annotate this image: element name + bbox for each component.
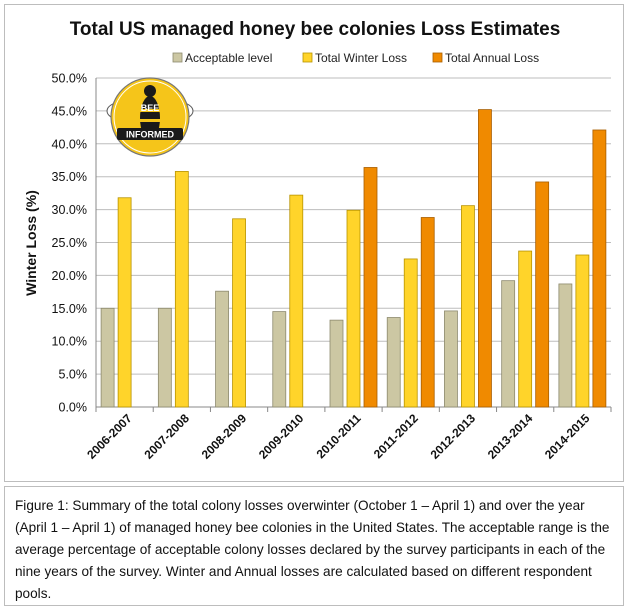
bar-annual-2011-2012 <box>420 217 435 408</box>
logo-banner <box>117 128 183 140</box>
x-tick-label: 2008-2009 <box>199 411 250 462</box>
legend-swatch-annual <box>432 52 443 63</box>
x-tick-label: 2013-2014 <box>485 411 536 462</box>
x-tick-label: 2007-2008 <box>141 411 192 462</box>
logo-text-top: BEE <box>141 103 160 113</box>
bar-acceptable-2007-2008 <box>157 307 172 408</box>
chart-frame: Total US managed honey bee colonies Loss… <box>4 4 624 482</box>
y-tick-label: 50.0% <box>52 72 87 86</box>
y-tick-label: 35.0% <box>52 170 87 184</box>
bar-annual-2013-2014 <box>535 181 550 408</box>
bar-winter-2008-2009 <box>232 218 246 408</box>
bar-acceptable-2009-2010 <box>272 311 287 408</box>
chart: Total US managed honey bee colonies Loss… <box>23 19 612 462</box>
bar-acceptable-2010-2011 <box>329 319 344 408</box>
y-tick-label: 0.0% <box>59 401 88 415</box>
bar-acceptable-2006-2007 <box>100 307 115 408</box>
bar-winter-2007-2008 <box>174 171 189 408</box>
bar-acceptable-2012-2013 <box>444 310 458 408</box>
y-tick-label: 30.0% <box>52 203 87 217</box>
y-tick-label: 20.0% <box>52 269 87 283</box>
legend-label-acceptable: Acceptable level <box>185 51 272 65</box>
x-tick-label: 2006-2007 <box>84 411 135 462</box>
bar-acceptable-2011-2012 <box>386 317 401 408</box>
y-axis-label: Winter Loss (%) <box>23 190 39 296</box>
legend-swatch-acceptable <box>172 52 183 63</box>
logo-bee-head <box>144 85 156 97</box>
y-tick-label: 40.0% <box>52 137 87 151</box>
figure-caption: Figure 1: Summary of the total colony lo… <box>4 486 624 606</box>
y-tick-label: 15.0% <box>52 302 87 316</box>
bar-acceptable-2013-2014 <box>501 280 516 408</box>
bar-winter-2014-2015 <box>575 254 590 408</box>
logo-text-bottom: INFORMED <box>126 130 174 140</box>
x-tick-label: 2011-2012 <box>371 411 421 461</box>
bar-winter-2013-2014 <box>518 250 533 408</box>
y-tick-label: 45.0% <box>52 104 87 118</box>
bee-informed-logo: BEE INFORMED <box>106 77 194 157</box>
y-tick-labels: 0.0% 5.0% 10.0% 15.0% 20.0% 25.0% 30.0% 35.0% 40… <box>52 72 87 415</box>
bar-annual-2012-2013 <box>478 109 492 408</box>
bar-acceptable-2014-2015 <box>558 283 573 408</box>
bar-winter-2009-2010 <box>289 194 304 408</box>
legend: Acceptable level Total Winter Loss Total… <box>172 51 539 65</box>
y-tick-label: 10.0% <box>52 335 87 349</box>
bar-annual-2010-2011 <box>363 167 378 408</box>
bars <box>100 109 607 408</box>
x-tick-labels: 2006-2007 2007-2008 2008-2009 2009-2010 2010… <box>84 411 592 462</box>
chart-title: Total US managed honey bee colonies Loss… <box>70 19 561 40</box>
y-tick-label: 5.0% <box>59 368 88 382</box>
bar-winter-2006-2007 <box>117 197 132 408</box>
x-tick-label: 2014-2015 <box>542 411 593 462</box>
logo-bee-stripe-2 <box>140 119 160 122</box>
bar-winter-2011-2012 <box>403 258 418 408</box>
logo-bee-stripe-1 <box>140 109 160 112</box>
bar-winter-2010-2011 <box>346 209 361 408</box>
bar-winter-2012-2013 <box>461 205 475 408</box>
figure-caption-text: Figure 1: Summary of the total colony lo… <box>15 498 610 601</box>
legend-swatch-winter <box>302 52 313 63</box>
bar-annual-2014-2015 <box>592 129 607 408</box>
bar-acceptable-2008-2009 <box>215 290 229 408</box>
x-tick-label: 2010-2011 <box>314 411 364 461</box>
x-tick-label: 2012-2013 <box>428 411 479 462</box>
logo-inner-ring <box>113 80 187 154</box>
legend-label-winter: Total Winter Loss <box>315 51 407 65</box>
legend-label-annual: Total Annual Loss <box>445 51 539 65</box>
y-tick-label: 25.0% <box>52 236 87 250</box>
x-tick-label: 2009-2010 <box>256 411 307 462</box>
